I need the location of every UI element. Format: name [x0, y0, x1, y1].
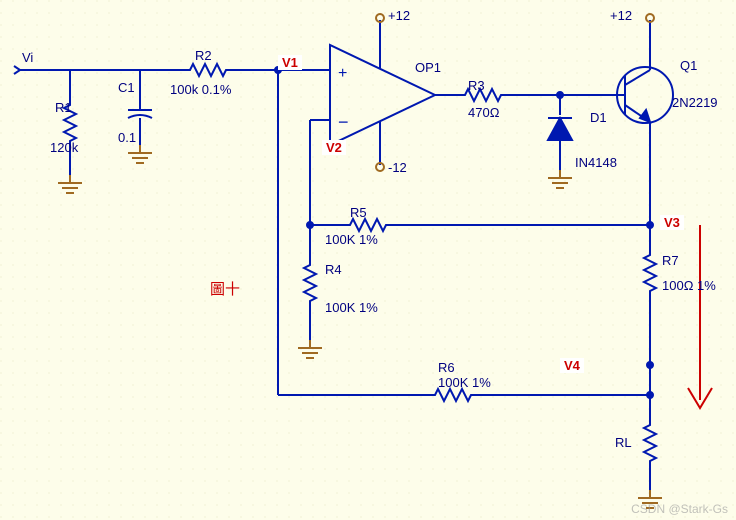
- r5-value: 100K 1%: [325, 232, 378, 247]
- node-v3: V3: [660, 215, 684, 230]
- r3-value: 470Ω: [468, 105, 499, 120]
- r4-name: R4: [325, 262, 342, 277]
- r7-name: R7: [662, 253, 679, 268]
- r7-value: 100Ω 1%: [662, 278, 716, 293]
- node-v4: V4: [560, 358, 584, 373]
- rail-pos-q1: +12: [610, 8, 632, 23]
- node-v1: V1: [278, 55, 302, 70]
- op1-name: OP1: [415, 60, 441, 75]
- c1-name: C1: [118, 80, 135, 95]
- node-v2: V2: [322, 140, 346, 155]
- svg-text:+: +: [338, 65, 347, 82]
- svg-text:−: −: [338, 112, 349, 132]
- r5-name: R5: [350, 205, 367, 220]
- rail-neg-op: -12: [388, 160, 407, 175]
- r6-value: 100K 1%: [438, 375, 491, 390]
- rail-pos-op: +12: [388, 8, 410, 23]
- r4-value: 100K 1%: [325, 300, 378, 315]
- node-vi: Vi: [22, 50, 33, 65]
- r2-name: R2: [195, 48, 212, 63]
- watermark: CSDN @Stark-Gs: [631, 502, 728, 516]
- d1-name: D1: [590, 110, 607, 125]
- q1-name: Q1: [680, 58, 697, 73]
- r1-name: R1: [55, 100, 72, 115]
- d1-value: IN4148: [575, 155, 617, 170]
- figure-caption: 圖十: [210, 278, 240, 299]
- c1-value: 0.1: [118, 130, 136, 145]
- r6-name: R6: [438, 360, 455, 375]
- r1-value: 120k: [50, 140, 78, 155]
- rl-name: RL: [615, 435, 632, 450]
- schematic-canvas: + −: [0, 0, 736, 520]
- r3-name: R3: [468, 78, 485, 93]
- r2-value: 100k 0.1%: [170, 82, 231, 97]
- q1-value: 2N2219: [672, 95, 718, 110]
